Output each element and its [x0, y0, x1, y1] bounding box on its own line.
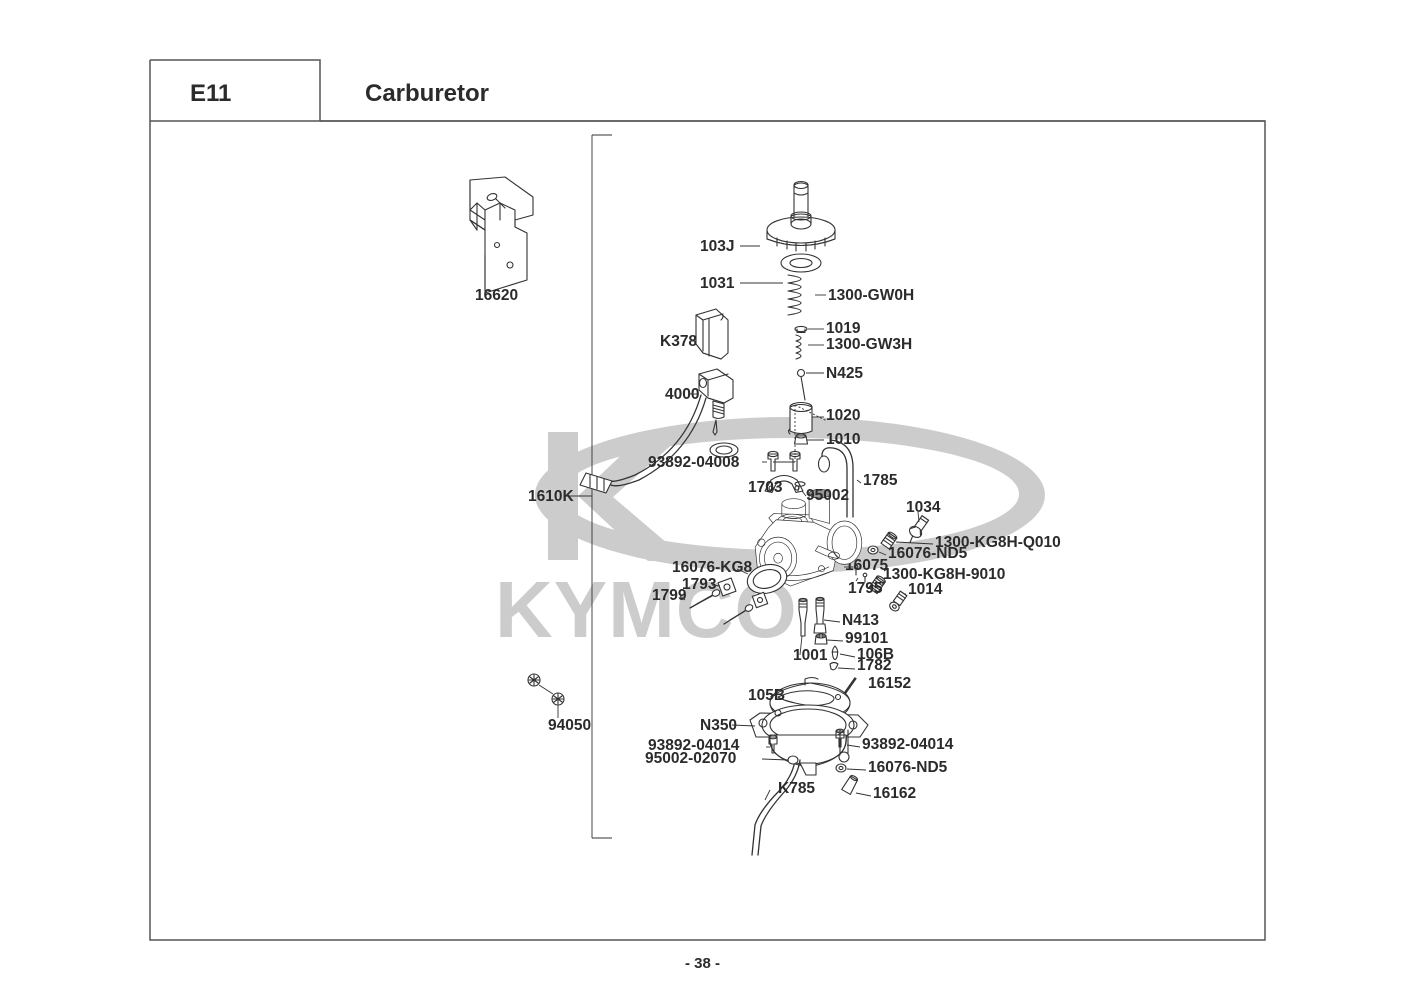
svg-text:105B: 105B [748, 687, 785, 704]
svg-text:1019: 1019 [826, 320, 861, 337]
svg-text:16162: 16162 [873, 785, 916, 802]
svg-text:1782: 1782 [857, 657, 891, 674]
svg-text:16076-KG8: 16076-KG8 [672, 559, 753, 576]
svg-text:93892-04014: 93892-04014 [862, 736, 954, 753]
svg-text:16152: 16152 [868, 675, 911, 692]
svg-text:1010: 1010 [826, 431, 860, 448]
svg-text:95002: 95002 [806, 487, 849, 504]
svg-text:103J: 103J [700, 238, 734, 255]
svg-text:4000: 4000 [665, 386, 699, 403]
svg-text:1300-KG8H-9010: 1300-KG8H-9010 [883, 566, 1005, 583]
svg-text:1610K: 1610K [528, 488, 574, 505]
svg-text:1300-GW0H: 1300-GW0H [828, 287, 914, 304]
svg-text:1799: 1799 [652, 587, 687, 604]
svg-text:N425: N425 [826, 365, 863, 382]
svg-text:1793: 1793 [682, 576, 717, 593]
svg-text:99101: 99101 [845, 630, 888, 647]
svg-text:N350: N350 [700, 717, 737, 734]
svg-text:16620: 16620 [475, 287, 518, 304]
svg-text:1795: 1795 [848, 580, 883, 597]
svg-text:N413: N413 [842, 612, 879, 629]
svg-text:16076-ND5: 16076-ND5 [888, 545, 968, 562]
svg-text:1014: 1014 [908, 581, 943, 598]
svg-text:1785: 1785 [863, 472, 898, 489]
svg-text:1300-GW3H: 1300-GW3H [826, 336, 912, 353]
svg-text:95002-02070: 95002-02070 [645, 750, 736, 767]
svg-text:16076-ND5: 16076-ND5 [868, 759, 948, 776]
svg-text:1031: 1031 [700, 275, 735, 292]
svg-text:1001: 1001 [793, 647, 828, 664]
svg-text:1020: 1020 [826, 407, 860, 424]
svg-text:1034: 1034 [906, 499, 941, 516]
svg-text:1703: 1703 [748, 479, 783, 496]
svg-text:94050: 94050 [548, 717, 591, 734]
svg-text:93892-04008: 93892-04008 [648, 454, 740, 471]
svg-text:K785: K785 [778, 780, 815, 797]
svg-text:K378: K378 [660, 333, 697, 350]
